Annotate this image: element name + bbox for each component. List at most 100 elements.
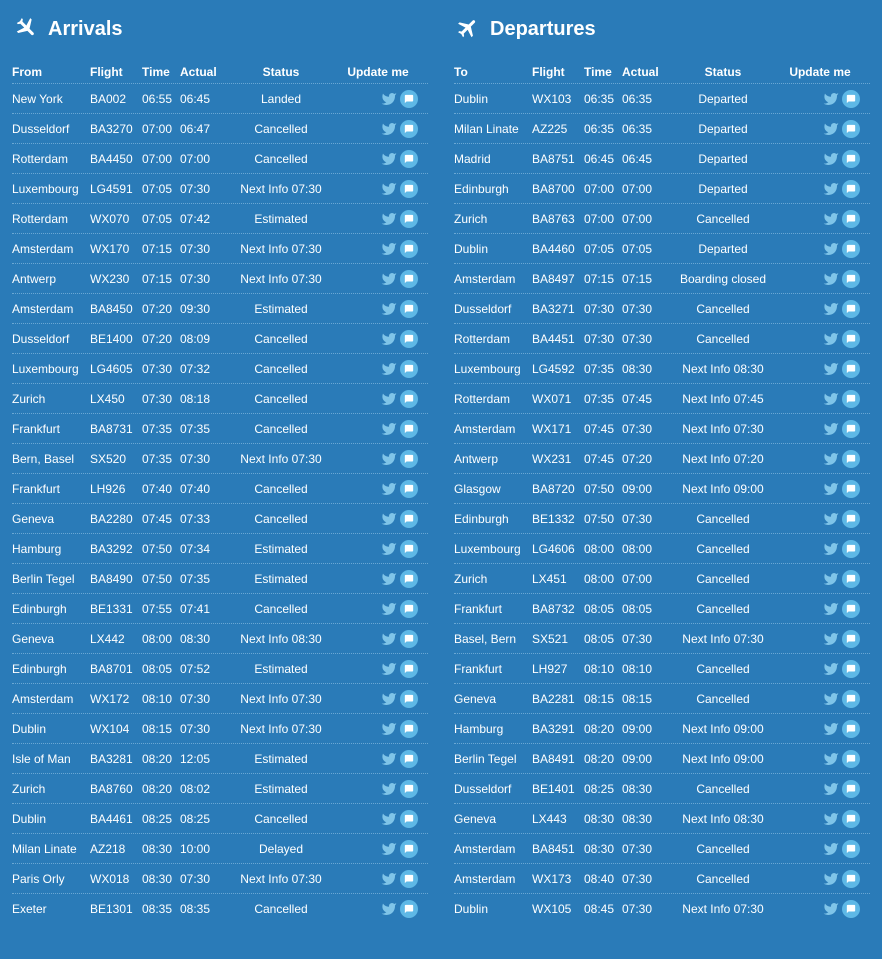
chat-icon[interactable] — [842, 90, 860, 108]
chat-icon[interactable] — [400, 840, 418, 858]
chat-icon[interactable] — [400, 660, 418, 678]
twitter-icon[interactable] — [822, 180, 840, 198]
twitter-icon[interactable] — [380, 270, 398, 288]
twitter-icon[interactable] — [380, 360, 398, 378]
twitter-icon[interactable] — [380, 300, 398, 318]
twitter-icon[interactable] — [380, 840, 398, 858]
twitter-icon[interactable] — [380, 870, 398, 888]
twitter-icon[interactable] — [380, 480, 398, 498]
chat-icon[interactable] — [842, 840, 860, 858]
chat-icon[interactable] — [842, 300, 860, 318]
twitter-icon[interactable] — [822, 720, 840, 738]
chat-icon[interactable] — [842, 750, 860, 768]
chat-icon[interactable] — [842, 210, 860, 228]
twitter-icon[interactable] — [380, 240, 398, 258]
twitter-icon[interactable] — [822, 330, 840, 348]
chat-icon[interactable] — [400, 240, 418, 258]
chat-icon[interactable] — [400, 180, 418, 198]
twitter-icon[interactable] — [380, 90, 398, 108]
chat-icon[interactable] — [400, 540, 418, 558]
twitter-icon[interactable] — [822, 750, 840, 768]
twitter-icon[interactable] — [380, 420, 398, 438]
chat-icon[interactable] — [400, 630, 418, 648]
chat-icon[interactable] — [842, 660, 860, 678]
twitter-icon[interactable] — [822, 360, 840, 378]
chat-icon[interactable] — [400, 780, 418, 798]
twitter-icon[interactable] — [822, 540, 840, 558]
twitter-icon[interactable] — [380, 630, 398, 648]
chat-icon[interactable] — [842, 390, 860, 408]
twitter-icon[interactable] — [380, 150, 398, 168]
twitter-icon[interactable] — [380, 570, 398, 588]
chat-icon[interactable] — [842, 690, 860, 708]
twitter-icon[interactable] — [822, 870, 840, 888]
twitter-icon[interactable] — [380, 600, 398, 618]
twitter-icon[interactable] — [380, 780, 398, 798]
chat-icon[interactable] — [400, 690, 418, 708]
twitter-icon[interactable] — [822, 570, 840, 588]
chat-icon[interactable] — [400, 300, 418, 318]
chat-icon[interactable] — [842, 900, 860, 918]
chat-icon[interactable] — [842, 330, 860, 348]
twitter-icon[interactable] — [822, 420, 840, 438]
chat-icon[interactable] — [400, 390, 418, 408]
chat-icon[interactable] — [400, 330, 418, 348]
twitter-icon[interactable] — [822, 210, 840, 228]
chat-icon[interactable] — [400, 720, 418, 738]
twitter-icon[interactable] — [380, 330, 398, 348]
twitter-icon[interactable] — [822, 630, 840, 648]
chat-icon[interactable] — [400, 270, 418, 288]
chat-icon[interactable] — [842, 270, 860, 288]
chat-icon[interactable] — [400, 450, 418, 468]
chat-icon[interactable] — [842, 870, 860, 888]
twitter-icon[interactable] — [822, 90, 840, 108]
chat-icon[interactable] — [400, 570, 418, 588]
chat-icon[interactable] — [842, 720, 860, 738]
twitter-icon[interactable] — [822, 120, 840, 138]
chat-icon[interactable] — [400, 480, 418, 498]
twitter-icon[interactable] — [822, 660, 840, 678]
chat-icon[interactable] — [842, 780, 860, 798]
chat-icon[interactable] — [842, 570, 860, 588]
twitter-icon[interactable] — [380, 750, 398, 768]
chat-icon[interactable] — [842, 180, 860, 198]
chat-icon[interactable] — [400, 600, 418, 618]
chat-icon[interactable] — [400, 210, 418, 228]
chat-icon[interactable] — [400, 150, 418, 168]
twitter-icon[interactable] — [822, 450, 840, 468]
chat-icon[interactable] — [400, 360, 418, 378]
twitter-icon[interactable] — [380, 720, 398, 738]
twitter-icon[interactable] — [380, 120, 398, 138]
twitter-icon[interactable] — [822, 150, 840, 168]
twitter-icon[interactable] — [822, 390, 840, 408]
twitter-icon[interactable] — [822, 810, 840, 828]
chat-icon[interactable] — [842, 150, 860, 168]
twitter-icon[interactable] — [380, 180, 398, 198]
chat-icon[interactable] — [400, 870, 418, 888]
chat-icon[interactable] — [842, 120, 860, 138]
twitter-icon[interactable] — [380, 540, 398, 558]
chat-icon[interactable] — [842, 240, 860, 258]
chat-icon[interactable] — [842, 360, 860, 378]
chat-icon[interactable] — [400, 420, 418, 438]
twitter-icon[interactable] — [822, 840, 840, 858]
twitter-icon[interactable] — [822, 270, 840, 288]
twitter-icon[interactable] — [822, 780, 840, 798]
twitter-icon[interactable] — [380, 660, 398, 678]
twitter-icon[interactable] — [380, 390, 398, 408]
chat-icon[interactable] — [400, 120, 418, 138]
twitter-icon[interactable] — [380, 900, 398, 918]
chat-icon[interactable] — [400, 810, 418, 828]
twitter-icon[interactable] — [822, 900, 840, 918]
twitter-icon[interactable] — [822, 480, 840, 498]
chat-icon[interactable] — [842, 480, 860, 498]
chat-icon[interactable] — [842, 420, 860, 438]
chat-icon[interactable] — [400, 510, 418, 528]
chat-icon[interactable] — [400, 90, 418, 108]
chat-icon[interactable] — [842, 810, 860, 828]
chat-icon[interactable] — [842, 600, 860, 618]
twitter-icon[interactable] — [380, 450, 398, 468]
chat-icon[interactable] — [842, 630, 860, 648]
twitter-icon[interactable] — [380, 510, 398, 528]
twitter-icon[interactable] — [822, 690, 840, 708]
